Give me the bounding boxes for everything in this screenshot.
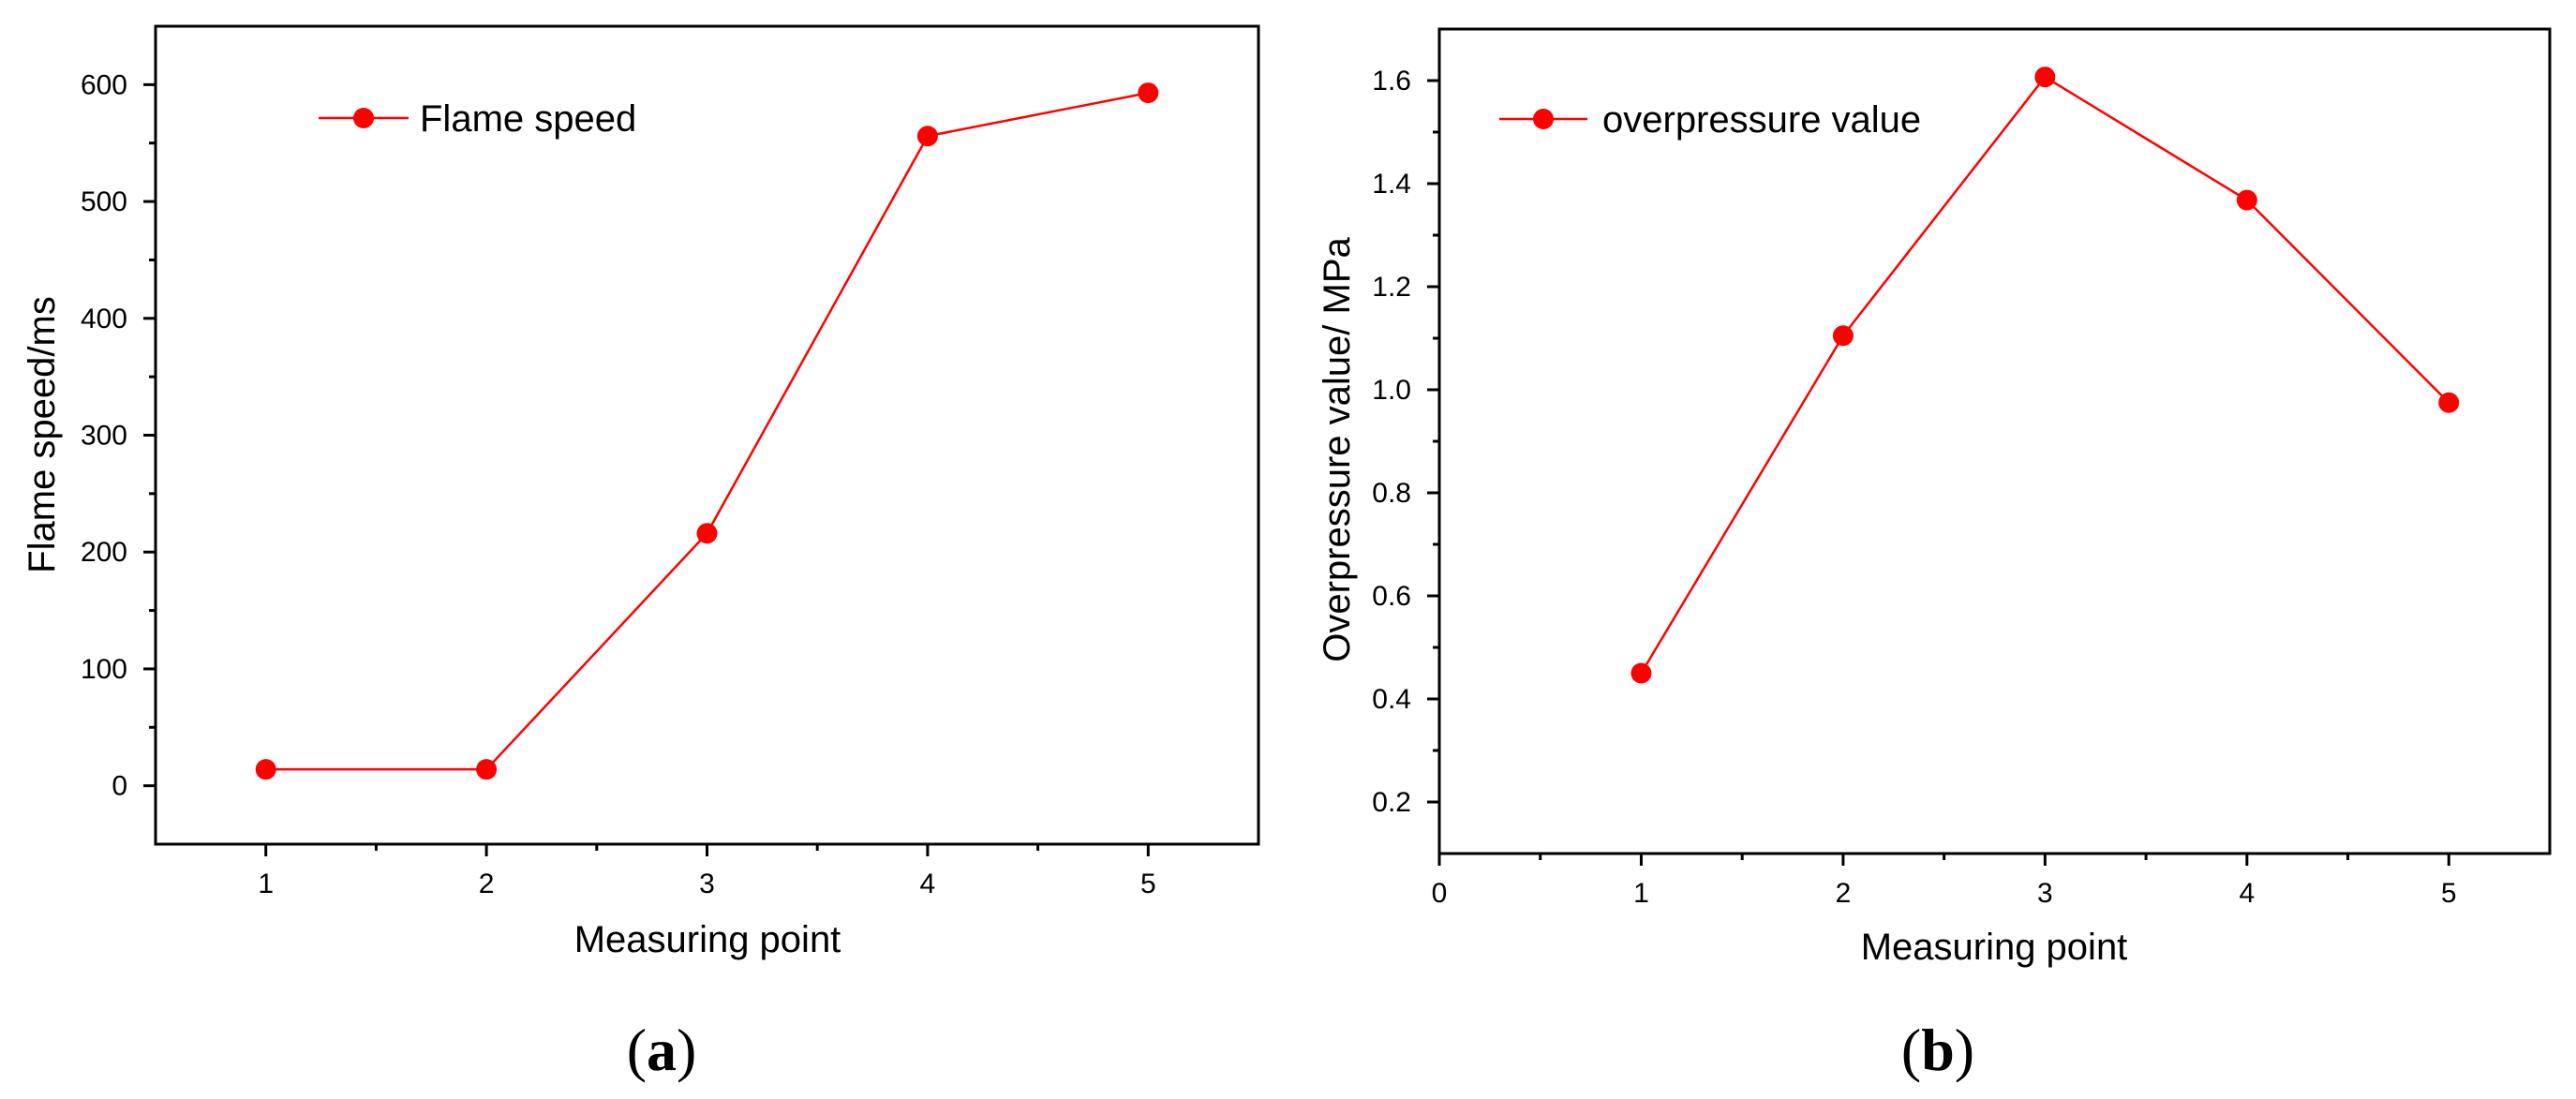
x-tick-label: 1 [258,869,274,899]
y-tick-label: 400 [81,304,127,334]
x-axis-title: Measuring point [574,919,841,960]
plot-frame [1437,27,2552,855]
y-tick-label: 1.0 [1372,375,1411,406]
data-point [696,523,718,544]
data-point [1138,82,1159,104]
x-tick-label: 4 [920,869,936,899]
data-point [2236,189,2257,211]
series-markers [1630,67,2460,684]
x-tick-label: 4 [2239,878,2255,909]
y-tick-label: 1.2 [1372,272,1411,303]
plot-frame [154,24,1260,846]
series-line-segment [1640,334,1844,675]
y-tick-label: 0.4 [1372,684,1411,715]
data-point [1832,325,1854,347]
series-line-segment [706,135,929,534]
y-tick-label: 100 [81,654,127,685]
y-axis-title: Flame speed/ms [22,296,63,573]
y-tick-label: 0 [112,771,127,802]
data-point [2438,392,2460,413]
y-tick-label: 600 [81,69,127,100]
series-markers [255,82,1159,780]
x-axis-title: Measuring point [1861,927,2128,968]
data-point [1630,662,1652,684]
y-tick-label: 0.6 [1372,581,1411,612]
x-tick-label: 1 [1633,878,1649,909]
x-tick-label: 5 [1140,869,1156,899]
y-tick-label: 300 [81,421,127,452]
axis-ticks: 0 1 2 3 4 5 0.2 0.4 0.6 0.8 1.0 1.2 1.4 1.6 [1372,66,2456,909]
x-tick-label: 0 [1432,878,1448,909]
data-point [916,126,938,147]
panel-label-b: (b) [1901,1017,1974,1083]
y-tick-label: 0.2 [1372,787,1411,818]
y-tick-label: 1.6 [1372,66,1411,97]
legend: overpressure value [1499,99,1921,141]
y-tick-label: 1.4 [1372,169,1411,200]
x-tick-label: 3 [699,869,715,899]
data-point [255,759,276,780]
x-tick-label: 2 [1836,878,1852,909]
series-line-segment [927,91,1149,138]
y-tick-label: 500 [81,186,127,217]
chart-panel-a: 1 2 3 4 5 0 100 200 300 400 500 600 Measuring point… [22,24,1260,1083]
legend: Flame speed [319,98,636,140]
y-axis-title: Overpressure value/ MPa [1317,236,1358,661]
panel-label-a: (a) [627,1017,697,1083]
chart-panel-b: 0 1 2 3 4 5 0.2 0.4 0.6 0.8 1.0 1.2 1.4 1.6 Measuring… [1317,27,2552,1083]
series-lines [1640,76,2450,675]
data-point [2034,67,2056,88]
series-line-segment [485,532,708,771]
y-tick-label: 0.8 [1372,478,1411,509]
data-point [476,759,498,780]
legend-label: Flame speed [420,98,636,140]
series-line-segment [2245,199,2450,404]
legend-label: overpressure value [1602,99,1921,141]
y-tick-label: 200 [81,537,127,568]
series-line-segment [2044,76,2248,201]
axis-ticks: 1 2 3 4 5 0 100 200 300 400 500 600 [81,69,1156,899]
series-line-segment [1841,76,2047,337]
x-tick-label: 3 [2037,878,2053,909]
x-tick-label: 5 [2441,878,2457,909]
legend-marker-swatch [1533,109,1554,129]
x-tick-label: 2 [479,869,495,899]
series-lines [265,91,1149,771]
legend-marker-swatch [353,108,374,128]
